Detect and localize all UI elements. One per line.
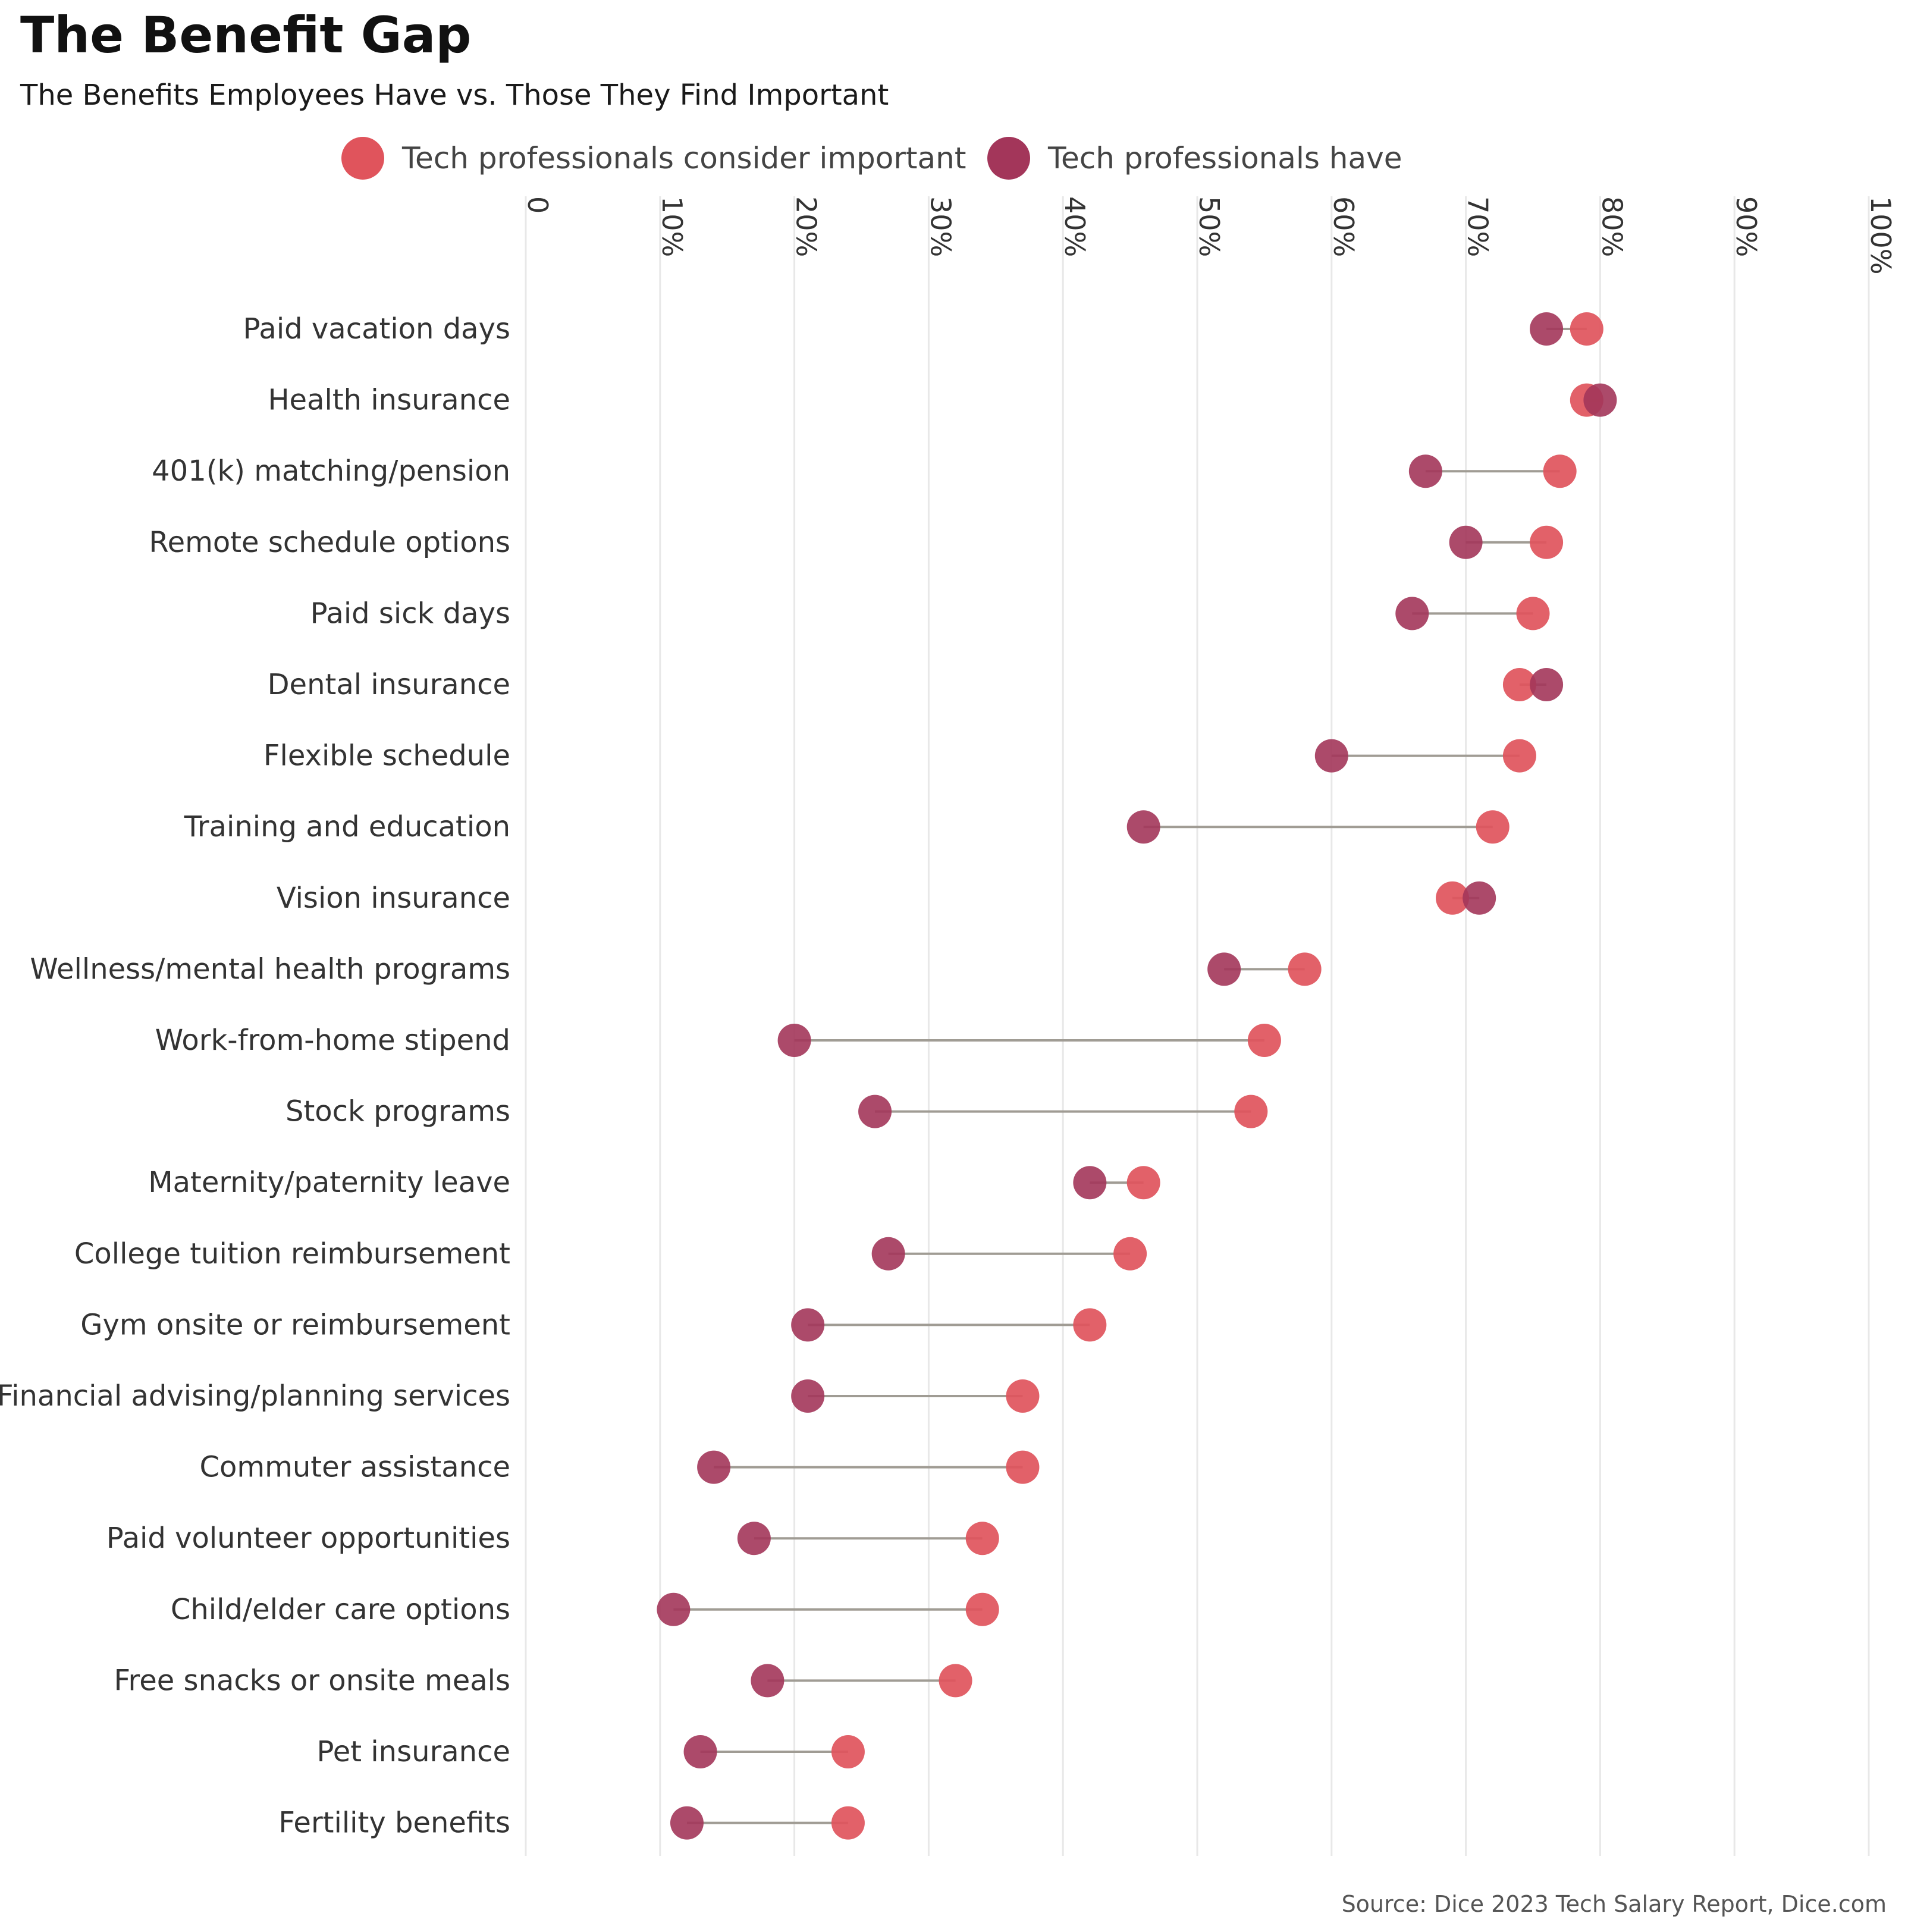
category-label: Stock programs [285, 1095, 510, 1128]
point-have [1463, 881, 1496, 915]
point-have [791, 1379, 825, 1413]
point-important [1476, 810, 1510, 844]
point-have [1073, 1166, 1107, 1200]
category-label: Free snacks or onsite meals [114, 1664, 510, 1697]
point-important [1543, 454, 1577, 488]
source-note: Source: Dice 2023 Tech Salary Report, Di… [1342, 1891, 1887, 1917]
x-tick-label: 0 [522, 196, 554, 214]
category-label: 401(k) matching/pension [152, 454, 510, 488]
legend: Tech professionals consider important Te… [341, 137, 1402, 180]
legend-marker-have [987, 137, 1030, 180]
point-important [1126, 1166, 1160, 1200]
point-have [697, 1450, 731, 1484]
point-important [1113, 1237, 1147, 1271]
point-important [1516, 597, 1550, 631]
category-label: Child/elder care options [171, 1593, 510, 1626]
point-important [965, 1592, 999, 1626]
category-label: Training and education [184, 810, 510, 843]
category-label: Fertility benefits [278, 1806, 510, 1840]
x-tick-label: 100% [1865, 196, 1897, 275]
legend-label-have: Tech professionals have [1047, 141, 1402, 175]
point-important [1073, 1308, 1107, 1342]
point-have [670, 1806, 704, 1840]
category-label: Gym onsite or reimbursement [80, 1308, 510, 1341]
point-have [737, 1522, 771, 1555]
point-important [1502, 739, 1536, 773]
point-important [831, 1735, 865, 1768]
x-tick-label: 20% [790, 196, 823, 257]
point-important [1570, 312, 1603, 346]
point-have [1530, 668, 1564, 701]
category-label: Paid sick days [310, 597, 510, 630]
point-have [1126, 810, 1160, 844]
category-label: College tuition reimbursement [74, 1237, 510, 1271]
point-important [1436, 881, 1470, 915]
point-have [1314, 739, 1348, 773]
point-important [1006, 1450, 1040, 1484]
category-label: Health insurance [268, 384, 510, 417]
point-have [858, 1094, 892, 1128]
point-important [1006, 1379, 1040, 1413]
point-have [657, 1592, 691, 1626]
category-label: Work-from-home stipend [155, 1024, 510, 1057]
category-label: Dental insurance [268, 668, 510, 701]
x-tick-label: 40% [1059, 196, 1091, 257]
x-tick-label: 30% [924, 196, 956, 257]
category-label: Remote schedule options [149, 526, 510, 559]
category-label: Commuter assistance [199, 1451, 510, 1484]
point-have [1207, 952, 1241, 986]
category-label: Wellness/mental health programs [30, 952, 510, 986]
point-important [1502, 668, 1536, 701]
point-have [1583, 383, 1617, 417]
point-have [791, 1308, 825, 1342]
point-important [965, 1522, 999, 1555]
x-tick-label: 80% [1596, 196, 1628, 257]
point-have [751, 1664, 784, 1698]
category-label: Flexible schedule [263, 739, 510, 773]
point-have [683, 1735, 717, 1768]
point-important [939, 1664, 972, 1698]
point-important [1234, 1094, 1268, 1128]
category-label: Vision insurance [277, 882, 510, 915]
x-tick-label: 50% [1193, 196, 1225, 257]
x-axis-ticks: 0 10% 20% 30% 40% 50% 60% 70% 80% 90% 100% [522, 196, 1897, 275]
category-label: Maternity/paternity leave [148, 1166, 510, 1199]
x-tick-label: 60% [1328, 196, 1360, 257]
category-label: Financial advising/planning services [0, 1379, 510, 1413]
x-tick-label: 90% [1730, 196, 1762, 257]
point-have [1395, 597, 1429, 631]
category-label: Paid vacation days [243, 312, 510, 346]
data-points [657, 312, 1617, 1840]
gridlines [525, 196, 1870, 1856]
chart-title: The Benefit Gap [20, 6, 472, 64]
category-label: Paid volunteer opportunities [106, 1522, 510, 1555]
category-label: Pet insurance [316, 1735, 510, 1768]
point-important [1288, 952, 1322, 986]
point-important [1530, 525, 1564, 559]
point-have [1408, 454, 1442, 488]
x-tick-label: 70% [1462, 196, 1494, 257]
legend-marker-important [341, 137, 384, 180]
category-labels: Paid vacation days Health insurance 401(k)… [0, 312, 510, 1840]
point-important [1247, 1024, 1281, 1057]
point-have [1449, 525, 1483, 559]
legend-label-important: Tech professionals consider important [401, 141, 966, 175]
point-important [831, 1806, 865, 1840]
chart-subtitle: The Benefits Employees Have vs. Those Th… [20, 79, 889, 112]
x-tick-label: 10% [656, 196, 688, 257]
point-have [871, 1237, 905, 1271]
point-have [777, 1024, 811, 1057]
point-have [1530, 312, 1564, 346]
